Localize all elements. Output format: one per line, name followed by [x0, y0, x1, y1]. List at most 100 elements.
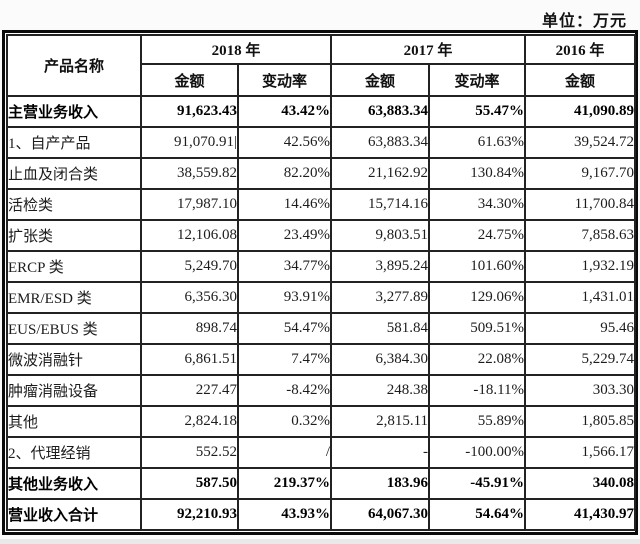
product-name-cell: 营业收入合计	[6, 498, 142, 531]
value-cell: 2,824.18	[140, 405, 239, 438]
value-cell: 130.84%	[428, 157, 527, 190]
value-cell: 15,714.16	[330, 188, 431, 221]
value-cell: 95.46	[524, 312, 637, 345]
value-cell: 91,623.43	[140, 95, 239, 128]
value-cell: 63,883.34	[330, 95, 431, 128]
value-cell: 23.49%	[236, 219, 333, 252]
value-cell: -18.11%	[428, 374, 527, 407]
value-cell: 21,162.92	[330, 157, 431, 190]
value-cell: 24.75%	[428, 219, 527, 252]
value-cell: 43.93%	[236, 498, 333, 531]
subheader-1-1: 金额	[140, 63, 239, 97]
value-cell: 898.74	[140, 312, 239, 345]
subheader-3-1: 金额	[524, 63, 637, 97]
value-cell: 82.20%	[236, 157, 333, 190]
product-name-cell: ERCP 类	[6, 250, 142, 283]
value-cell: 54.47%	[236, 312, 333, 345]
product-name-cell: 微波消融针	[6, 343, 142, 376]
product-name-cell: 2、代理经销	[6, 436, 142, 469]
value-cell: 340.08	[524, 467, 637, 500]
value-cell: -45.91%	[428, 467, 527, 500]
table-row: 其他 2,824.18 0.32% 2,815.11 55.89% 1,805.85	[6, 405, 637, 438]
product-name-cell: 肿瘤消融设备	[6, 374, 142, 407]
value-cell: 3,895.24	[330, 250, 431, 283]
value-cell: 43.42%	[236, 95, 333, 128]
value-cell: -	[330, 436, 431, 469]
value-cell: 41,430.97	[524, 498, 637, 531]
value-cell: 129.06%	[428, 281, 527, 314]
table-row: 主营业务收入 91,623.43 43.42% 63,883.34 55.47% 41,0…	[6, 95, 637, 128]
value-cell: 9,803.51	[330, 219, 431, 252]
revenue-table-grid: 产品名称 2018 年 2017 年 2016 年金额 变动率 金额 变动率 金额 主营业务收…	[6, 34, 637, 531]
product-name-cell: 活检类	[6, 188, 142, 221]
table-header: 产品名称 2018 年 2017 年 2016 年金额 变动率 金额 变动率 金额	[6, 34, 637, 97]
table-row: ERCP 类 5,249.70 34.77% 3,895.24 101.60% 1,932…	[6, 250, 637, 283]
table-row: 活检类 17,987.10 14.46% 15,714.16 34.30% 11,700.…	[6, 188, 637, 221]
value-cell: 1,805.85	[524, 405, 637, 438]
value-cell: 9,167.70	[524, 157, 637, 190]
product-name-cell: 其他业务收入	[6, 467, 142, 500]
value-cell: 17,987.10	[140, 188, 239, 221]
table-row: 2、代理经销 552.52/- -100.00% 1,566.17	[6, 436, 637, 469]
value-cell: 6,861.51	[140, 343, 239, 376]
value-cell: 54.64%	[428, 498, 527, 531]
value-cell: 64,067.30	[330, 498, 431, 531]
value-cell: 38,559.82	[140, 157, 239, 190]
page-bottom-margin	[0, 539, 640, 544]
value-cell: 14.46%	[236, 188, 333, 221]
table-row: EMR/ESD 类 6,356.30 93.91% 3,277.89 129.06% 1,…	[6, 281, 637, 314]
value-cell: 219.37%	[236, 467, 333, 500]
value-cell: 7,858.63	[524, 219, 637, 252]
value-cell: 11,700.84	[524, 188, 637, 221]
product-name-cell: EUS/EBUS 类	[6, 312, 142, 345]
value-cell: 227.47	[140, 374, 239, 407]
value-cell: 6,356.30	[140, 281, 239, 314]
value-cell: 1,431.01	[524, 281, 637, 314]
product-name-cell: 止血及闭合类	[6, 157, 142, 190]
value-cell: 303.30	[524, 374, 637, 407]
value-cell: 12,106.08	[140, 219, 239, 252]
value-cell: 41,090.89	[524, 95, 637, 128]
table-row: 止血及闭合类 38,559.82 82.20% 21,162.92 130.84% 9,1…	[6, 157, 637, 190]
value-cell: 7.47%	[236, 343, 333, 376]
header-year-1: 2018 年	[139, 34, 333, 65]
header-year-3: 2016 年	[524, 34, 637, 65]
value-cell: 55.47%	[428, 95, 527, 128]
value-cell: 183.96	[330, 467, 431, 500]
value-cell: 581.84	[330, 312, 431, 345]
value-cell: -8.42%	[236, 374, 333, 407]
value-cell: 39,524.72	[524, 126, 637, 159]
product-name-cell: 扩张类	[6, 219, 142, 252]
value-cell: 552.52	[140, 436, 239, 469]
subheader-1-2: 变动率	[236, 63, 333, 97]
value-cell: 93.91%	[236, 281, 333, 314]
value-cell: 91,070.91|	[140, 126, 239, 159]
header-year-2: 2017 年	[330, 34, 527, 65]
value-cell: 22.08%	[428, 343, 527, 376]
table-row: 营业收入合计 92,210.93 43.93% 64,067.30 54.64% 41,4…	[6, 498, 637, 531]
value-cell: 34.30%	[428, 188, 527, 221]
value-cell: 1,932.19	[524, 250, 637, 283]
value-cell: 6,384.30	[330, 343, 431, 376]
product-name-cell: 主营业务收入	[6, 95, 142, 128]
value-cell: 248.38	[330, 374, 431, 407]
table-row: 微波消融针 6,861.51 7.47% 6,384.30 22.08% 5,229.74	[6, 343, 637, 376]
value-cell: 509.51%	[428, 312, 527, 345]
value-cell: 42.56%	[236, 126, 333, 159]
value-cell: 2,815.11	[330, 405, 431, 438]
value-cell: -100.00%	[428, 436, 527, 469]
table-body: 主营业务收入 91,623.43 43.42% 63,883.34 55.47% 41,0…	[6, 95, 637, 531]
product-name-cell: EMR/ESD 类	[6, 281, 142, 314]
value-cell: 5,249.70	[140, 250, 239, 283]
table-row: 其他业务收入 587.50 219.37% 183.96 -45.91% 340.08	[6, 467, 637, 500]
header-product-name: 产品名称	[6, 34, 142, 97]
value-cell: 63,883.34	[330, 126, 431, 159]
value-cell: 101.60%	[428, 250, 527, 283]
unit-label: 单位：万元	[541, 13, 627, 30]
value-cell: 0.32%	[236, 405, 333, 438]
value-cell: 92,210.93	[140, 498, 239, 531]
value-cell: /	[236, 436, 333, 469]
value-cell: 1,566.17	[524, 436, 637, 469]
value-cell: 55.89%	[428, 405, 527, 438]
